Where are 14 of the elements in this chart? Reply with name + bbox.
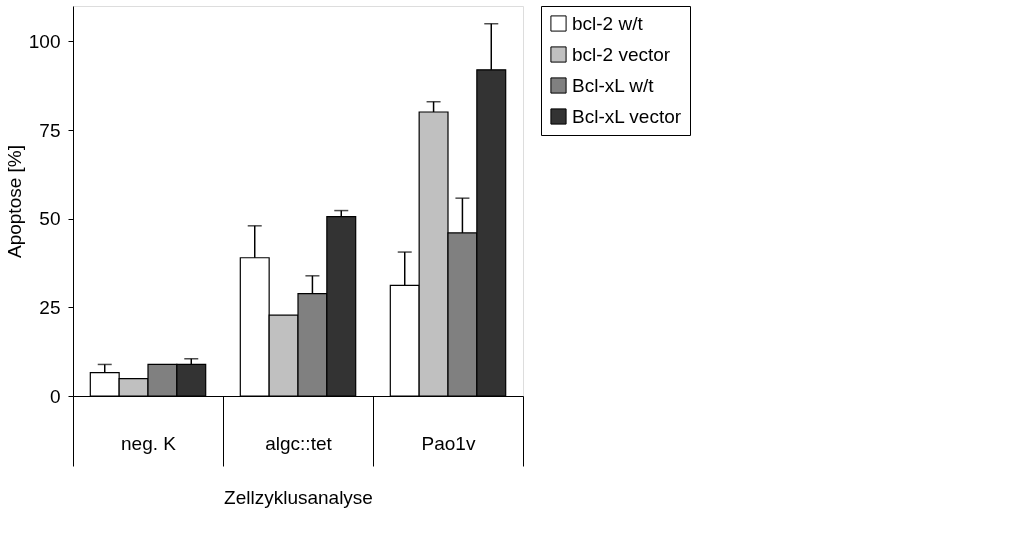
x-tick-label: algc::tet bbox=[265, 432, 333, 454]
legend-label: Bcl-xL w/t bbox=[572, 74, 655, 96]
y-tick-label: 0 bbox=[49, 385, 61, 407]
y-tick-label: 100 bbox=[28, 30, 61, 52]
legend-label: bcl-2 vector bbox=[572, 43, 671, 65]
legend-label: Bcl-xL vector bbox=[572, 105, 682, 127]
x-tick-label: Pao1v bbox=[421, 432, 476, 454]
y-axis-title: Apoptose [%] bbox=[3, 144, 25, 259]
legend-label: bcl-2 w/t bbox=[572, 12, 644, 34]
x-axis-title: Zellzyklusanalyse bbox=[224, 487, 373, 508]
y-tick-label: 75 bbox=[39, 119, 61, 141]
y-tick-label: 50 bbox=[39, 208, 61, 230]
y-tick-label: 25 bbox=[39, 296, 61, 318]
x-tick-label: neg. K bbox=[121, 432, 177, 454]
